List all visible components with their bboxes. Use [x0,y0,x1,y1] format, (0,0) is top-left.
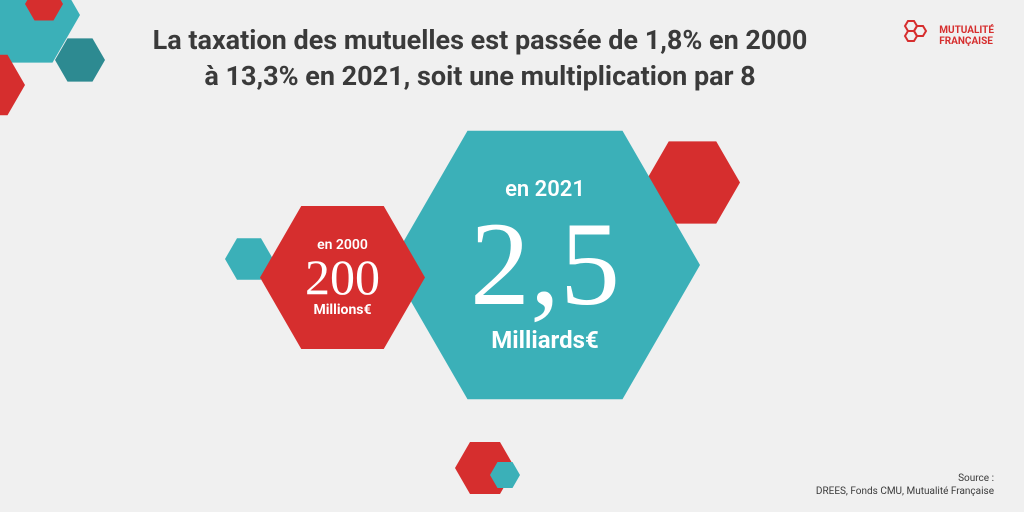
source-citation: Source : DREES, Fonds CMU, Mutualité Fra… [816,472,994,498]
hexagon-logo-icon [897,18,933,54]
stat-2021: en 2021 2,5 Milliards€ [390,110,700,420]
headline-line2: à 13,3% en 2021, soit une multiplication… [204,60,755,92]
stat-value: 200 [305,255,380,300]
headline: La taxation des mutuelles est passée de … [130,22,830,95]
headline-line1: La taxation des mutuelles est passée de … [153,24,808,56]
stat-unit: Millions€ [313,302,371,318]
stat-unit: Milliards€ [491,326,598,354]
stat-value: 2,5 [470,210,620,318]
brand-name: MUTUALITÉ FRANÇAISE [939,25,994,47]
brand-logo: MUTUALITÉ FRANÇAISE [897,18,994,54]
